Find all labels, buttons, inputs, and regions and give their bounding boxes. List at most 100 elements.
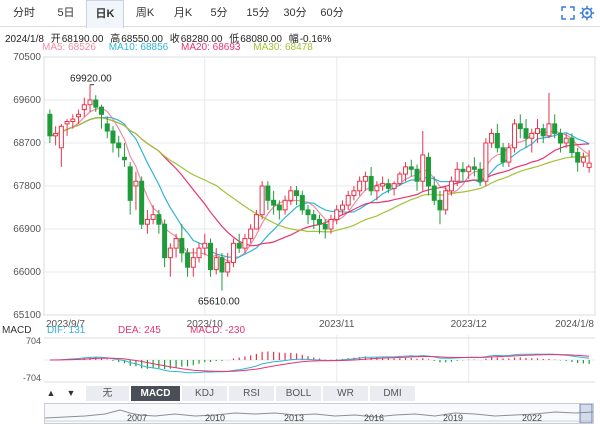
candle — [133, 180, 139, 187]
candle — [242, 238, 248, 249]
tab-rsi[interactable]: RSI — [229, 386, 275, 401]
scroll-up-button[interactable]: ▲ — [46, 388, 56, 398]
candle — [500, 147, 506, 163]
candle — [202, 242, 208, 249]
candle — [385, 183, 391, 189]
low-label: 低 — [229, 34, 240, 45]
candle — [167, 247, 173, 259]
ma10-line — [49, 116, 590, 259]
candle — [288, 190, 294, 201]
scroll-down-button[interactable]: ▼ — [66, 388, 76, 398]
candle — [552, 123, 558, 134]
candle — [219, 257, 225, 273]
ma5-line — [49, 107, 590, 262]
candle — [523, 128, 529, 139]
candle — [185, 252, 191, 268]
candle — [259, 185, 265, 216]
nav-year: 2019 — [443, 413, 464, 423]
tab-weekly-k[interactable]: 周K — [135, 7, 155, 19]
candle — [339, 204, 345, 211]
change-value: -0.16% — [299, 34, 332, 45]
candle — [443, 190, 449, 211]
y-tick-label: 65100 — [13, 310, 41, 321]
candle — [563, 137, 569, 144]
candle — [420, 154, 426, 182]
candle — [53, 132, 59, 137]
tab-fenshi[interactable]: 分时 — [13, 7, 35, 19]
candle — [431, 185, 437, 201]
candle — [173, 238, 179, 249]
candle — [110, 130, 116, 144]
candle — [454, 168, 460, 182]
open-label: 开 — [50, 34, 61, 45]
tab-boll[interactable]: BOLL — [276, 386, 322, 401]
ma-legend: MA5: 68526 MA10: 68856 MA20: 68693 MA30:… — [42, 42, 323, 53]
dif-legend: DIF: 131 — [47, 325, 86, 336]
tab-15min[interactable]: 15分 — [246, 7, 270, 19]
candle — [506, 147, 512, 163]
candle — [299, 195, 305, 211]
x-tick-label: 2023/12 — [451, 319, 488, 330]
candle — [271, 199, 277, 206]
tab-kdj[interactable]: KDJ — [182, 386, 228, 401]
tab-none[interactable]: 无 — [86, 386, 130, 401]
tab-macd[interactable]: MACD — [131, 386, 181, 401]
y-tick-label: 69600 — [13, 95, 41, 106]
candle — [58, 125, 64, 149]
tab-5day[interactable]: 5日 — [57, 7, 75, 19]
candle — [328, 218, 334, 230]
candle — [575, 152, 581, 163]
candle — [248, 228, 254, 240]
candle — [104, 123, 110, 132]
x-tick-label: 2023/11 — [319, 319, 355, 330]
candle — [322, 223, 328, 230]
candle — [380, 183, 386, 187]
tab-daily-k[interactable]: 日K — [86, 0, 124, 28]
y-tick-label: 68700 — [13, 138, 41, 149]
candle — [580, 156, 586, 163]
tab-30min[interactable]: 30分 — [283, 7, 307, 19]
candle — [368, 175, 374, 192]
candle — [213, 257, 219, 271]
candle — [448, 180, 454, 192]
candle — [139, 180, 145, 225]
fullscreen-icon[interactable] — [560, 5, 576, 21]
change-label: 幅 — [288, 34, 299, 45]
tab-60min[interactable]: 60分 — [320, 7, 344, 19]
candle — [425, 156, 432, 187]
candle — [179, 238, 185, 254]
y-tick-label: 66900 — [13, 224, 41, 235]
tab-monthly-k[interactable]: 月K — [173, 7, 193, 19]
candle — [477, 168, 483, 182]
macd-legend: MACD: -230 — [190, 325, 246, 336]
candle — [569, 137, 575, 154]
high-value: 68550.00 — [121, 34, 163, 45]
candle — [403, 166, 409, 175]
candle — [357, 180, 363, 192]
candle — [517, 123, 523, 130]
candle — [460, 168, 466, 173]
candle — [121, 156, 127, 161]
candle — [76, 113, 82, 118]
tab-5min[interactable]: 5分 — [210, 7, 228, 19]
settings-icon[interactable] — [579, 5, 595, 21]
candle — [494, 132, 500, 149]
candle — [391, 183, 397, 189]
nav-year: 2013 — [284, 413, 305, 423]
tab-dmi[interactable]: DMI — [370, 386, 416, 401]
high-annotation: 69920.00 — [70, 74, 112, 85]
kline-chart[interactable]: 70500 69600 68700 67800 66900 66000 65100 2023… — [0, 0, 600, 385]
candle — [534, 128, 541, 134]
tab-wr[interactable]: WR — [323, 386, 369, 401]
candle — [196, 247, 202, 259]
y-tick-label: 67800 — [13, 181, 41, 192]
macd-tick-label: -704 — [23, 373, 41, 383]
close-label: 收 — [169, 34, 180, 45]
range-navigator[interactable]: 2007 2010 2013 2016 2019 2022 — [44, 403, 594, 424]
candle — [162, 223, 168, 259]
open-value: 68190.00 — [61, 34, 104, 45]
candle — [345, 195, 351, 206]
candle — [489, 132, 495, 144]
candle — [150, 214, 156, 220]
y-tick-label: 70500 — [13, 52, 41, 63]
